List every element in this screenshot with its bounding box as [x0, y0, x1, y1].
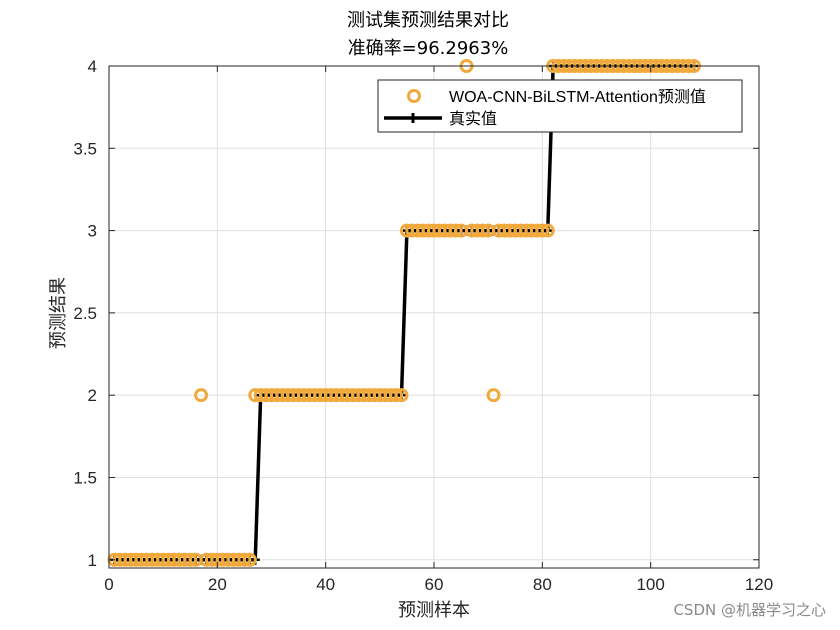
legend: WOA-CNN-BiLSTM-Attention预测值 真实值	[377, 79, 743, 133]
x-axis-ticks: 0 20 40 60 80 100 120	[104, 66, 773, 594]
legend-label-true: 真实值	[449, 110, 497, 128]
x-tick-label: 120	[745, 575, 773, 594]
grid-lines	[108, 65, 760, 568]
predicted-value-marker	[540, 223, 555, 238]
predicted-value-marker	[183, 552, 198, 567]
y-tick-label: 2.5	[73, 304, 97, 323]
predicted-value-marker	[475, 223, 490, 238]
x-tick-label: 0	[104, 575, 113, 594]
y-axis-ticks: 1 1.5 2 2.5 3 3.5 4	[73, 57, 759, 570]
predicted-value-marker	[394, 388, 409, 403]
predicted-value-marker	[194, 388, 209, 403]
x-tick-label: 100	[636, 575, 664, 594]
y-tick-label: 3.5	[73, 139, 97, 158]
x-tick-label: 80	[533, 575, 552, 594]
y-axis-label: 预测结果	[48, 277, 69, 349]
chart-subtitle: 准确率=96.2963%	[348, 38, 509, 59]
y-tick-label: 1	[88, 551, 97, 570]
y-tick-label: 1.5	[73, 468, 97, 487]
watermark: CSDN @机器学习之心	[673, 601, 826, 619]
predicted-value-marker	[486, 388, 501, 403]
predicted-value-marker	[237, 552, 252, 567]
predicted-value-marker	[448, 223, 463, 238]
x-tick-label: 60	[425, 575, 444, 594]
legend-marker-true	[408, 113, 418, 123]
legend-marker-predicted	[407, 89, 421, 103]
x-tick-label: 20	[208, 575, 227, 594]
y-tick-label: 3	[88, 222, 97, 241]
y-tick-label: 4	[88, 57, 97, 76]
y-tick-label: 2	[88, 386, 97, 405]
x-tick-label: 40	[316, 575, 335, 594]
predicted-value-marker	[389, 388, 404, 403]
predicted-value-marker	[535, 223, 550, 238]
chart-title: 测试集预测结果对比	[347, 10, 509, 31]
legend-box	[377, 79, 743, 133]
legend-label-predicted: WOA-CNN-BiLSTM-Attention预测值	[449, 88, 706, 106]
predicted-value-marker	[242, 552, 257, 567]
x-axis-label: 预测样本	[398, 600, 470, 621]
